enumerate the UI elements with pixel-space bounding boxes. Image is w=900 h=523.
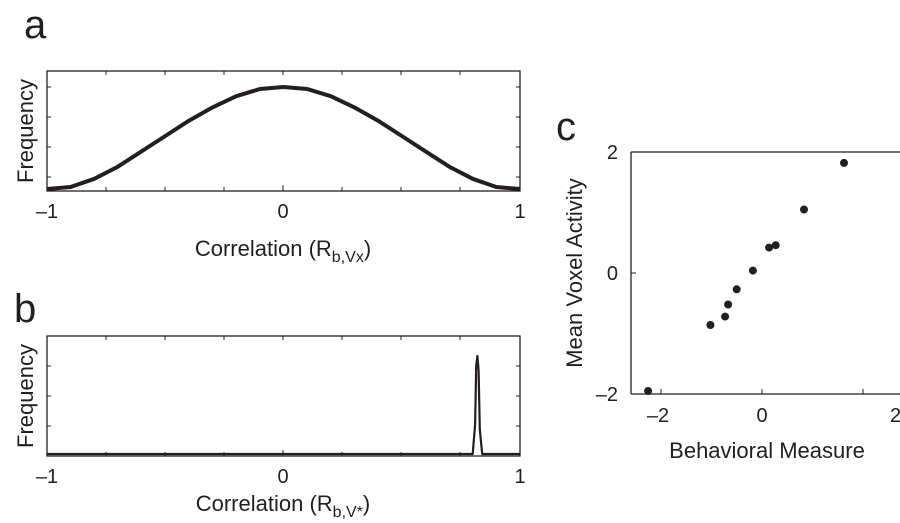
panel-b-xtick-1: 1 bbox=[514, 466, 525, 488]
panel-b-xlabel-suffix: ) bbox=[363, 491, 370, 516]
panel-a-ylabel: Frequency bbox=[13, 79, 38, 183]
scatter-point bbox=[644, 387, 653, 395]
panel-b-distribution-curve bbox=[47, 354, 520, 456]
panel-b-xlabel: Correlation (Rb,V*) bbox=[196, 491, 371, 521]
panel-c: c 2 0 –2 –2 0 2 Behavioral Measure Mean … bbox=[556, 105, 900, 463]
panel-a: a –1 bbox=[13, 3, 526, 266]
panel-b-xtick-0: 0 bbox=[277, 466, 288, 488]
scatter-point bbox=[724, 300, 733, 309]
panel-b-letter: b bbox=[14, 287, 36, 331]
panel-a-xlabel-suffix: ) bbox=[364, 236, 371, 261]
scatter-point bbox=[748, 266, 757, 275]
panel-c-xtick-neg2: –2 bbox=[647, 405, 669, 427]
panel-c-xtick-0: 0 bbox=[756, 405, 767, 427]
scatter-point bbox=[771, 241, 780, 250]
panel-c-points bbox=[644, 158, 848, 395]
panel-b-xlabel-subscript: b,V* bbox=[333, 504, 363, 521]
scatter-point bbox=[840, 158, 848, 167]
scatter-point bbox=[732, 285, 741, 294]
scatter-point bbox=[765, 243, 774, 252]
panel-a-letter: a bbox=[24, 3, 47, 47]
panel-c-ytick-2: 2 bbox=[607, 142, 618, 164]
panel-a-xtick-neg1: –1 bbox=[36, 201, 58, 223]
panel-c-ytick-0: 0 bbox=[607, 263, 618, 285]
panel-b: b –1 0 1 C bbox=[13, 287, 526, 521]
panel-c-ylabel: Mean Voxel Activity bbox=[562, 178, 587, 368]
panel-a-distribution-curve bbox=[46, 85, 521, 191]
panel-a-xlabel: Correlation (Rb,Vx) bbox=[195, 236, 371, 266]
panel-a-xlabel-main: Correlation (R bbox=[195, 236, 332, 261]
panel-b-xlabel-main: Correlation (R bbox=[196, 491, 333, 516]
panel-a-xlabel-subscript: b,Vx bbox=[332, 249, 364, 266]
panel-c-xlabel: Behavioral Measure bbox=[669, 438, 865, 463]
panel-a-xtick-1: 1 bbox=[514, 201, 525, 223]
panel-a-ticks bbox=[46, 71, 521, 191]
scatter-point bbox=[706, 321, 715, 329]
panel-b-ticks bbox=[46, 336, 521, 456]
panel-c-ytick-neg2: –2 bbox=[596, 384, 618, 406]
panel-b-ylabel: Frequency bbox=[13, 344, 38, 448]
panel-c-letter: c bbox=[556, 105, 576, 149]
panel-b-xtick-neg1: –1 bbox=[36, 466, 58, 488]
scatter-point bbox=[721, 312, 730, 321]
panel-c-ticks bbox=[631, 272, 864, 394]
panel-b-axes-frame bbox=[46, 335, 521, 457]
panel-c-xtick-2: 2 bbox=[890, 405, 900, 427]
scatter-point bbox=[800, 205, 808, 214]
panel-a-xtick-0: 0 bbox=[277, 201, 288, 223]
